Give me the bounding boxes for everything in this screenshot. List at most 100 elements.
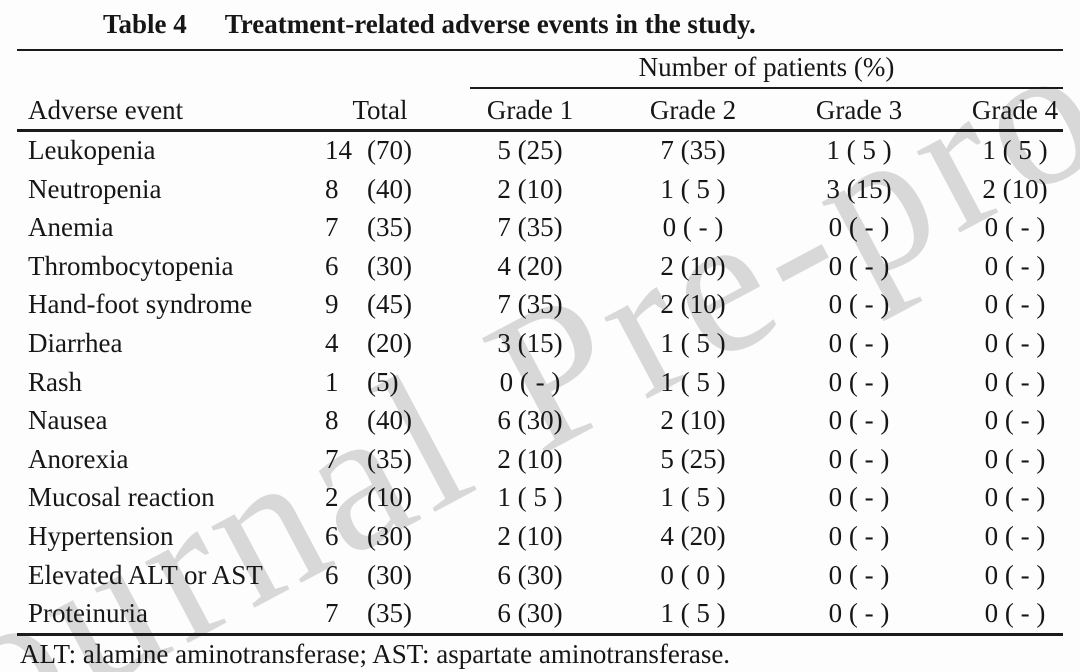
total-percent: (40) bbox=[367, 405, 412, 436]
rule-under-title bbox=[17, 49, 1063, 51]
grade-3-cell: 3 (15) bbox=[826, 173, 892, 204]
adverse-event-cell: Leukopenia bbox=[28, 135, 156, 165]
grade-4-cell: 1 ( 5 ) bbox=[982, 135, 1048, 165]
grade-4-cell: 0 ( - ) bbox=[984, 289, 1046, 320]
grade-1-cell: 1 ( 5 ) bbox=[497, 482, 563, 513]
column-header-grade-1: Grade 1 bbox=[486, 95, 574, 125]
grade-3-cell: 0 ( - ) bbox=[828, 250, 890, 281]
total-count: 7 bbox=[325, 443, 339, 474]
table-caption: Treatment-related adverse events in the … bbox=[224, 9, 756, 39]
grade-2-cell: 4 (20) bbox=[660, 520, 726, 551]
grade-3-cell: 0 ( - ) bbox=[828, 559, 890, 590]
table-row: Elevated ALT or AST 6 (30) 6 (30) 0 ( 0 )… bbox=[17, 556, 1080, 595]
grade-2-cell: 1 ( 5 ) bbox=[660, 366, 726, 397]
adverse-event-cell: Proteinuria bbox=[28, 598, 148, 629]
total-count: 4 bbox=[325, 327, 339, 358]
total-percent: (35) bbox=[367, 212, 412, 243]
total-count: 8 bbox=[325, 405, 339, 436]
grade-2-cell: 0 ( - ) bbox=[662, 212, 724, 243]
rule-under-header bbox=[17, 129, 1063, 132]
table-row: Leukopenia 14 (70) 5 (25) 7 (35) 1 ( 5 ) … bbox=[17, 131, 1080, 170]
grade-1-cell: 2 (10) bbox=[497, 520, 563, 551]
grade-1-cell: 7 (35) bbox=[497, 212, 563, 243]
grade-1-cell: 0 ( - ) bbox=[499, 366, 561, 397]
grade-4-cell: 0 ( - ) bbox=[984, 212, 1046, 243]
grade-3-cell: 0 ( - ) bbox=[828, 482, 890, 513]
grade-3-cell: 0 ( - ) bbox=[828, 405, 890, 436]
rule-under-group-header bbox=[470, 87, 1063, 89]
table-row: Nausea 8 (40) 6 (30) 2 (10) 0 ( - ) 0 ( -… bbox=[17, 401, 1080, 440]
total-count: 6 bbox=[325, 520, 339, 551]
grade-2-cell: 2 (10) bbox=[660, 405, 726, 436]
table-body: Leukopenia 14 (70) 5 (25) 7 (35) 1 ( 5 ) … bbox=[17, 131, 1080, 633]
grade-1-cell: 2 (10) bbox=[497, 173, 563, 204]
grade-2-cell: 1 ( 5 ) bbox=[660, 327, 726, 358]
grade-4-cell: 2 (10) bbox=[982, 173, 1048, 204]
table-row: Mucosal reaction 2 (10) 1 ( 5 ) 1 ( 5 ) 0… bbox=[17, 478, 1080, 517]
grade-4-cell: 0 ( - ) bbox=[984, 443, 1046, 474]
column-header-total-label: Total bbox=[352, 95, 408, 125]
table-row: Anemia 7 (35) 7 (35) 0 ( - ) 0 ( - ) 0 ( … bbox=[17, 208, 1080, 247]
adverse-event-cell: Thrombocytopenia bbox=[28, 250, 234, 281]
adverse-event-cell: Anemia bbox=[28, 212, 114, 243]
total-cell: 4 (20) bbox=[297, 324, 450, 363]
total-percent: (30) bbox=[367, 559, 412, 590]
grade-4-cell: 0 ( - ) bbox=[984, 405, 1046, 436]
group-header-number-of-patients: Number of patients (%) bbox=[638, 52, 895, 82]
table-footnote: ALT: alamine aminotransferase; AST: aspa… bbox=[20, 639, 731, 669]
grade-3-cell: 1 ( 5 ) bbox=[826, 135, 892, 165]
total-percent: (40) bbox=[367, 173, 412, 204]
total-count: 6 bbox=[325, 250, 339, 281]
grade-4-cell: 0 ( - ) bbox=[984, 250, 1046, 281]
grade-2-cell: 1 ( 5 ) bbox=[660, 598, 726, 629]
grade-3-cell: 0 ( - ) bbox=[828, 327, 890, 358]
total-count: 14 bbox=[325, 135, 352, 165]
total-percent: (70) bbox=[367, 135, 412, 165]
adverse-event-cell: Anorexia bbox=[28, 443, 129, 474]
total-cell: 14 (70) bbox=[297, 131, 450, 170]
total-count: 8 bbox=[325, 173, 339, 204]
total-percent: (30) bbox=[367, 250, 412, 281]
table-title: Table 4 Treatment-related adverse events… bbox=[103, 9, 756, 40]
total-percent: (35) bbox=[367, 443, 412, 474]
adverse-event-cell: Elevated ALT or AST bbox=[28, 559, 263, 590]
grade-2-cell: 1 ( 5 ) bbox=[660, 173, 726, 204]
table-row: Hypertension 6 (30) 2 (10) 4 (20) 0 ( - )… bbox=[17, 517, 1080, 556]
total-cell: 6 (30) bbox=[297, 556, 450, 595]
grade-4-cell: 0 ( - ) bbox=[984, 366, 1046, 397]
total-percent: (5) bbox=[367, 366, 399, 397]
grade-4-cell: 0 ( - ) bbox=[984, 327, 1046, 358]
table-row: Diarrhea 4 (20) 3 (15) 1 ( 5 ) 0 ( - ) 0 … bbox=[17, 324, 1080, 363]
grade-3-cell: 0 ( - ) bbox=[828, 366, 890, 397]
rule-above-footnote bbox=[17, 633, 1063, 636]
column-header-adverse-event: Adverse event bbox=[28, 95, 184, 125]
grade-1-cell: 2 (10) bbox=[497, 443, 563, 474]
grade-4-cell: 0 ( - ) bbox=[984, 598, 1046, 629]
total-count: 1 bbox=[325, 366, 339, 397]
adverse-event-cell: Nausea bbox=[28, 405, 108, 436]
table-row: Hand-foot syndrome 9 (45) 7 (35) 2 (10) 0… bbox=[17, 285, 1080, 324]
total-cell: 7 (35) bbox=[297, 594, 450, 633]
grade-3-cell: 0 ( - ) bbox=[828, 289, 890, 320]
adverse-event-cell: Diarrhea bbox=[28, 327, 123, 358]
grade-1-cell: 5 (25) bbox=[497, 135, 563, 165]
total-count: 7 bbox=[325, 212, 339, 243]
grade-1-cell: 6 (30) bbox=[497, 598, 563, 629]
grade-2-cell: 1 ( 5 ) bbox=[660, 482, 726, 513]
table-row: Rash 1 (5) 0 ( - ) 1 ( 5 ) 0 ( - ) 0 ( - … bbox=[17, 363, 1080, 402]
grade-3-cell: 0 ( - ) bbox=[828, 520, 890, 551]
grade-2-cell: 2 (10) bbox=[660, 289, 726, 320]
grade-3-cell: 0 ( - ) bbox=[828, 212, 890, 243]
adverse-event-cell: Rash bbox=[28, 366, 82, 397]
total-percent: (45) bbox=[367, 289, 412, 320]
total-cell: 1 (5) bbox=[297, 363, 450, 402]
total-cell: 6 (30) bbox=[297, 247, 450, 286]
grade-4-cell: 0 ( - ) bbox=[984, 482, 1046, 513]
table-row: Neutropenia 8 (40) 2 (10) 1 ( 5 ) 3 (15) … bbox=[17, 170, 1080, 209]
grade-2-cell: 7 (35) bbox=[660, 135, 726, 165]
column-header-grade-3: Grade 3 bbox=[815, 95, 903, 125]
grade-3-cell: 0 ( - ) bbox=[828, 443, 890, 474]
total-count: 7 bbox=[325, 598, 339, 629]
total-count: 6 bbox=[325, 559, 339, 590]
